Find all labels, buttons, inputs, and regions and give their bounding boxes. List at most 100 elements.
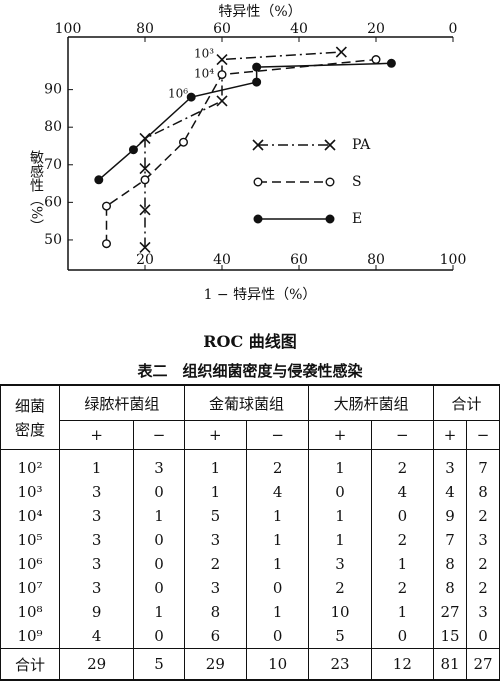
table-cell: 3 (183, 576, 248, 600)
table-cell: − (133, 420, 185, 450)
table-cell: 4 (58, 624, 135, 649)
x-tick-label: 60 (290, 252, 308, 268)
marker (94, 175, 104, 185)
top-tick-label: 20 (367, 21, 385, 37)
marker (140, 175, 150, 185)
marker (335, 46, 347, 58)
row-header: 密度 (14, 420, 45, 439)
legend-label: E (352, 211, 362, 227)
y-tick-label: 80 (44, 119, 62, 135)
table-cell: 大肠杆菌组 (308, 384, 435, 421)
table-cell: 8 (433, 576, 467, 600)
x-tick-label: 80 (367, 252, 385, 268)
table-cell: 1 (133, 504, 185, 528)
x-tick-label: 40 (213, 252, 231, 268)
table-cell: 1 (370, 600, 435, 624)
table-cell: 1 (308, 449, 372, 480)
marker (217, 70, 227, 80)
table-cell: 3 (465, 528, 500, 552)
top-axis-label: 特异性（%） (218, 4, 301, 20)
y-tick-label: 70 (44, 157, 62, 173)
top-tick-label: 40 (290, 21, 308, 37)
table-cell: 23 (308, 648, 372, 681)
table-cell: 6 (183, 624, 248, 649)
marker (128, 145, 138, 155)
marker (252, 139, 264, 151)
marker-stroke (324, 139, 336, 151)
table-cell: 27 (433, 600, 467, 624)
table-cell: − (370, 420, 435, 450)
table-cell: 10 (308, 600, 372, 624)
x-tick-label: 20 (136, 252, 154, 268)
table-cell: 8 (433, 552, 467, 576)
table-cell: + (308, 420, 372, 450)
table-cell: 0 (133, 552, 185, 576)
table-cell: 15 (433, 624, 467, 649)
table-cell: 10⁷ (0, 576, 60, 600)
table-cell: 金葡球菌组 (183, 384, 310, 421)
marker-stroke (139, 241, 151, 254)
marker-stroke (139, 162, 151, 175)
marker (139, 241, 151, 254)
table-cell: 3 (433, 449, 467, 480)
top-tick-label: 100 (55, 21, 82, 37)
table-cell: 27 (465, 648, 500, 681)
table-cell: 3 (58, 528, 135, 552)
marker (324, 139, 336, 151)
table-cell: 3 (58, 504, 135, 528)
table-cell: 12 (370, 648, 435, 681)
table-cell: 7 (433, 528, 467, 552)
annotation: 10⁴ (194, 67, 214, 81)
table-cell: 10⁶ (0, 552, 60, 576)
table-cell: 1 (183, 480, 248, 504)
caption: ROC 曲线图 (203, 332, 297, 351)
y-tick-label: 50 (44, 232, 62, 248)
table-title: 表二 组织细菌密度与侵袭性感染 (137, 362, 363, 380)
table-cell: 4 (245, 480, 310, 504)
marker-stroke (216, 53, 228, 66)
table-cell: + (183, 420, 248, 450)
marker-stroke (139, 204, 151, 216)
marker (325, 177, 335, 187)
legend-label: PA (352, 137, 371, 153)
table-cell: 2 (370, 449, 435, 480)
table-cell: 7 (465, 449, 500, 480)
table-cell: 2 (245, 449, 310, 480)
table-cell: 2 (370, 528, 435, 552)
table-cell: 2 (308, 576, 372, 600)
marker (386, 58, 396, 68)
table-cell: 1 (308, 528, 372, 552)
marker (216, 95, 228, 107)
table-cell: 5 (183, 504, 248, 528)
series-line (144, 51, 342, 248)
table-cell: 10⁹ (0, 624, 60, 649)
table-cell: 1 (245, 552, 310, 576)
marker (139, 162, 151, 175)
table-cell: 2 (465, 576, 500, 600)
table-cell: 0 (133, 624, 185, 649)
table-cell: 4 (433, 480, 467, 504)
table-cell: 10² (0, 449, 60, 480)
table-cell: 0 (245, 576, 310, 600)
table-cell: 9 (58, 600, 135, 624)
top-tick-label: 0 (449, 21, 458, 37)
top-tick-label: 80 (136, 21, 154, 37)
table-cell: 3 (465, 600, 500, 624)
table: 细菌 密度 绿脓杆菌组 金葡球菌组 大肠杆菌组 合计 + − + − + − + −10² 1 3 1 2 1 2 3 7… (0, 384, 500, 681)
marker (101, 201, 111, 211)
table-cell: 1 (183, 449, 248, 480)
series-line (105, 58, 377, 244)
table-cell: 3 (308, 552, 372, 576)
table-cell: 2 (465, 552, 500, 576)
table-cell: 2 (183, 552, 248, 576)
table-cell: 细菌 密度 (0, 384, 60, 450)
table-cell: 3 (133, 449, 185, 480)
row-header: 细菌 (14, 396, 45, 415)
table-cell: 8 (465, 480, 500, 504)
table-cell: 10⁵ (0, 528, 60, 552)
table-cell: 3 (58, 480, 135, 504)
marker (216, 53, 228, 66)
table-cell: 3 (58, 552, 135, 576)
marker (325, 214, 335, 224)
table-cell: 0 (133, 528, 185, 552)
